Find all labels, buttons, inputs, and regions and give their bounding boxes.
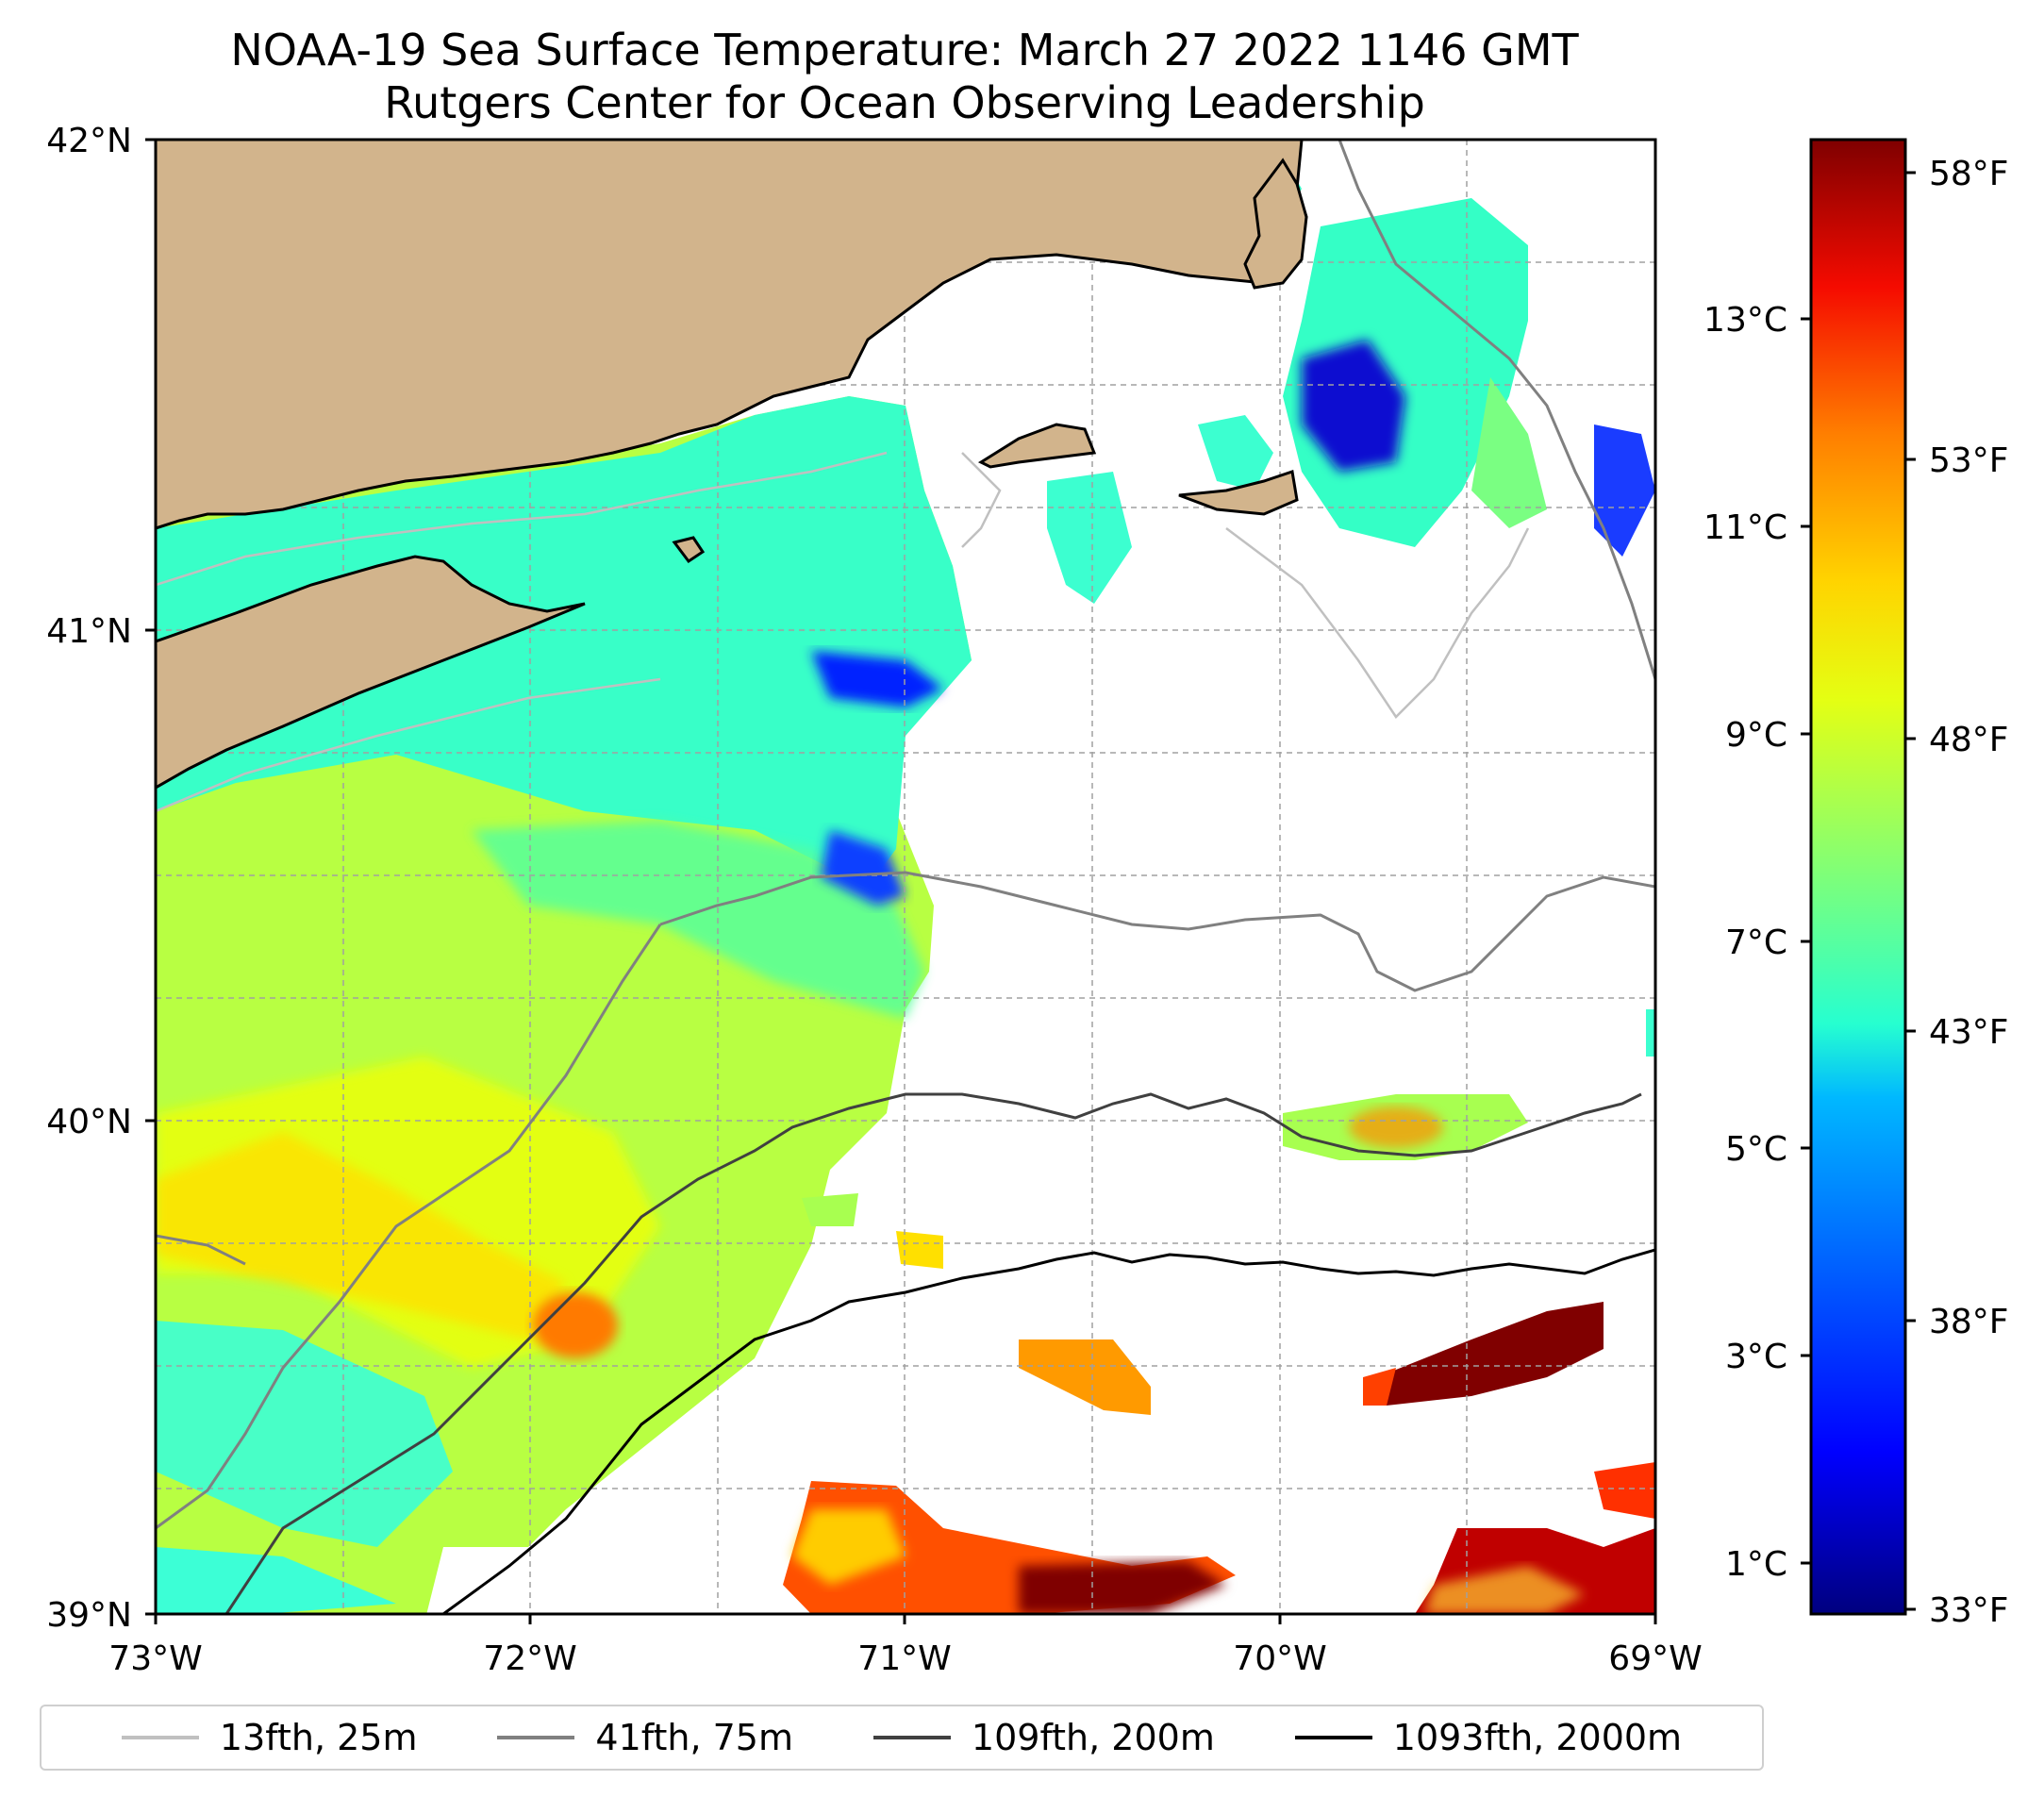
legend-item-200m: 109fth, 200m xyxy=(872,1717,1215,1758)
title-line-1: NOAA-19 Sea Surface Temperature: March 2… xyxy=(230,25,1579,75)
cape-cod xyxy=(1243,158,1308,290)
colorbar-f-label: 48°F xyxy=(1929,721,2009,759)
legend-swatch-25m xyxy=(121,1736,199,1739)
colorbar-c-label: 1°C xyxy=(1725,1545,1787,1584)
colorbar: 13°C 11°C 9°C 7°C 5°C 3°C 1°C 58°F 53°F … xyxy=(1703,138,2009,1630)
isobaths xyxy=(156,140,1655,1614)
sst-patch-south-edge xyxy=(156,1547,396,1614)
legend-label: 13fth, 25m xyxy=(219,1717,418,1758)
sst-patch-east-blue xyxy=(1594,424,1655,557)
sst-patch-s-1 xyxy=(1019,1339,1151,1415)
marthas-vineyard xyxy=(977,423,1097,469)
sst-patch-center-1 xyxy=(1047,472,1132,604)
sst-patch-ne-deepblue xyxy=(1302,340,1405,472)
sst-patch-se-1-edge xyxy=(1363,1368,1396,1406)
legend-label: 41fth, 75m xyxy=(595,1717,793,1758)
x-tick-label: 70°W xyxy=(1233,1639,1326,1678)
y-tick-labels: 42°N 41°N 40°N 39°N xyxy=(46,122,132,1635)
sst-patches xyxy=(156,140,1655,1614)
x-tick-label: 71°W xyxy=(857,1639,951,1678)
sst-patch-cyan-north xyxy=(156,396,972,887)
legend-swatch-200m xyxy=(872,1736,951,1739)
y-tick-label: 42°N xyxy=(46,122,132,160)
legend-swatch-75m xyxy=(497,1736,575,1739)
sst-patch-center-2 xyxy=(1198,415,1273,491)
colorbar-f-label: 38°F xyxy=(1929,1303,2009,1341)
mainland-new-england xyxy=(156,140,1308,530)
sst-patch-east-small xyxy=(1646,1009,1655,1057)
sst-patch-small-2 xyxy=(896,1231,943,1269)
colorbar-c-label: 3°C xyxy=(1725,1338,1787,1376)
colorbar-gradient xyxy=(1809,138,1907,1616)
legend-label: 1093fth, 2000m xyxy=(1392,1717,1683,1758)
legend: 13fth, 25m 41fth, 75m 109fth, 200m 1093f… xyxy=(40,1705,1764,1771)
sst-patch-west-yellow xyxy=(156,1132,566,1339)
x-tick-label: 72°W xyxy=(483,1639,576,1678)
colorbar-c-label: 9°C xyxy=(1725,716,1787,755)
isobath-25m xyxy=(156,451,1530,813)
legend-item-25m: 13fth, 25m xyxy=(121,1717,418,1758)
isobath-2000m xyxy=(442,1248,1655,1614)
title-line-2: Rutgers Center for Ocean Observing Leade… xyxy=(384,77,1425,128)
colorbar-c-label: 11°C xyxy=(1703,508,1787,547)
sst-patch-s-2-yellow xyxy=(792,1509,906,1585)
sst-patch-deepblue-2 xyxy=(821,830,906,906)
sst-patch-se-1 xyxy=(1377,1302,1604,1406)
legend-label: 109fth, 200m xyxy=(971,1717,1215,1758)
colorbar-fahrenheit-labels: 58°F 53°F 48°F 43°F 38°F 33°F xyxy=(1929,155,2009,1630)
legend-swatch-2000m xyxy=(1294,1736,1372,1739)
sst-patch-se-2-yellow xyxy=(1424,1566,1585,1614)
sst-patch-blue-southwest xyxy=(156,1321,453,1547)
sst-patch-small-1 xyxy=(802,1193,858,1226)
colorbar-c-label: 13°C xyxy=(1703,301,1787,340)
sst-patch-warm-spot xyxy=(533,1292,618,1358)
x-tick-labels: 73°W 72°W 71°W 70°W 69°W xyxy=(108,1639,1702,1678)
land xyxy=(156,140,1308,790)
long-island xyxy=(156,555,586,790)
colorbar-f-label: 53°F xyxy=(1929,441,2009,480)
sst-patch-s-2-core xyxy=(1019,1561,1226,1614)
map-area xyxy=(156,140,1655,1614)
colorbar-f-label: 43°F xyxy=(1929,1013,2009,1052)
x-tick-label: 73°W xyxy=(108,1639,202,1678)
sst-patch-deepblue-1 xyxy=(811,651,943,707)
colorbar-f-label: 58°F xyxy=(1929,155,2009,193)
isobath-200m xyxy=(224,1092,1642,1614)
sst-patch-cyan-mid xyxy=(472,821,924,1019)
y-tick-label: 39°N xyxy=(46,1596,132,1635)
legend-item-75m: 41fth, 75m xyxy=(497,1717,793,1758)
sst-patch-ne-3 xyxy=(1471,377,1547,528)
sst-patch-sc-warm xyxy=(1349,1106,1443,1148)
nantucket xyxy=(1178,470,1299,516)
colorbar-c-label: 7°C xyxy=(1725,923,1787,962)
sst-patch-se-3 xyxy=(1594,1462,1655,1519)
x-tick-label: 69°W xyxy=(1608,1639,1702,1678)
colorbar-c-label: 5°C xyxy=(1725,1130,1787,1169)
colorbar-f-label: 33°F xyxy=(1929,1591,2009,1630)
axis-ticks xyxy=(145,138,1657,1624)
y-tick-label: 40°N xyxy=(46,1103,132,1141)
isobath-75m xyxy=(156,140,1655,1530)
colorbar-celsius-labels: 13°C 11°C 9°C 7°C 5°C 3°C 1°C xyxy=(1703,301,1787,1584)
y-tick-label: 41°N xyxy=(46,612,132,651)
block-island xyxy=(672,536,706,564)
legend-item-2000m: 1093fth, 2000m xyxy=(1294,1717,1683,1758)
